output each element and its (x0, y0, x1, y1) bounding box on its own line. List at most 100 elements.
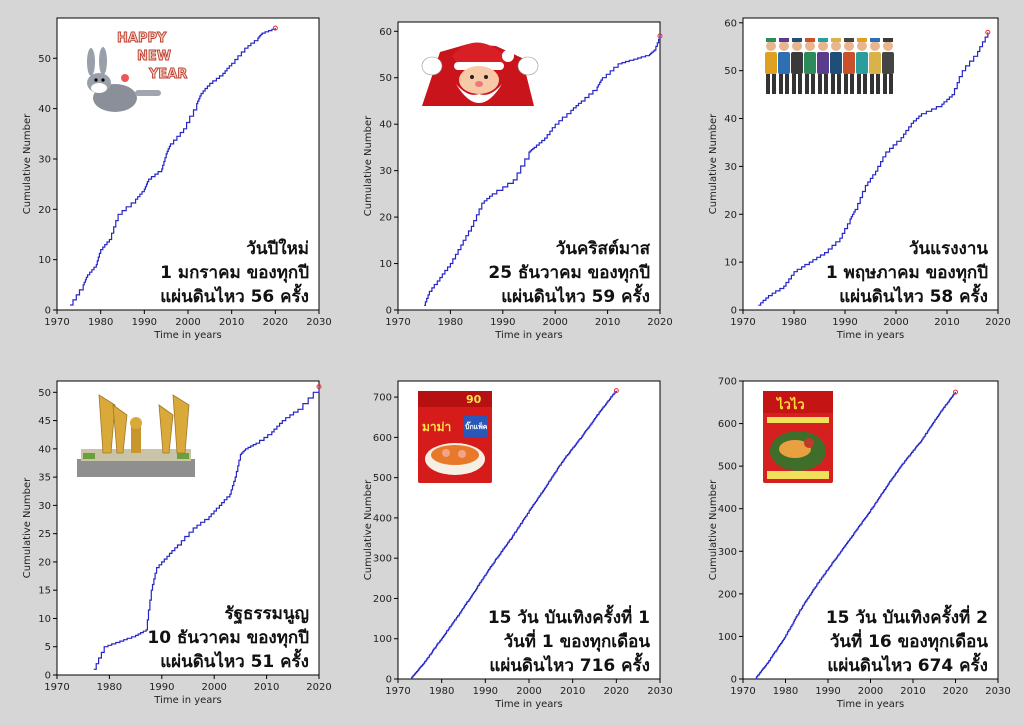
y-tick-label: 40 (38, 104, 51, 115)
worker-leg (870, 74, 874, 94)
y-tick-label: 0 (45, 306, 51, 317)
series-end-point (985, 29, 991, 35)
worker-leg (766, 74, 770, 94)
y-tick-label: 10 (724, 258, 737, 269)
worker-head (870, 41, 880, 51)
x-axis-label: Time in years (153, 330, 221, 341)
x-tick-label: 2020 (263, 317, 288, 328)
x-tick-label: 2010 (934, 317, 959, 328)
happy-new-year-text: YEAR (148, 67, 187, 82)
annotation-line: แผ่นดินไหว 59 ครั้ง (501, 283, 650, 307)
happy-new-year-bunny-picture: HAPPY NEW YEAR (87, 31, 188, 112)
y-tick-label: 20 (38, 557, 51, 568)
x-tick-label: 2000 (516, 686, 541, 697)
x-tick-label: 1980 (97, 682, 122, 693)
worker-body (856, 52, 868, 74)
noodle-pack-top (763, 391, 833, 413)
x-axis-label: Time in years (494, 699, 562, 710)
worker-leg (837, 74, 841, 94)
y-tick-label: 60 (379, 27, 392, 38)
santa-beard (456, 84, 502, 103)
x-tick-label: 1990 (490, 317, 515, 328)
y-tick-label: 10 (379, 259, 392, 270)
worker-body (765, 52, 777, 74)
worker-body (882, 52, 894, 74)
y-axis-label: Cumulative Number (22, 477, 33, 578)
x-tick-label: 1970 (730, 686, 755, 697)
series-line (93, 386, 320, 670)
x-tick-label: 2030 (985, 686, 1010, 697)
worker-leg (792, 74, 796, 94)
worker-leg (831, 74, 835, 94)
x-tick-label: 2020 (943, 686, 968, 697)
monument-wing (158, 404, 174, 454)
x-tick-label: 1990 (132, 317, 157, 328)
annotation-line: วันที่ 1 ของทุกเดือน (504, 629, 651, 652)
x-tick-label: 2030 (647, 686, 672, 697)
x-tick-label: 2020 (604, 686, 629, 697)
x-tick-label: 2030 (306, 317, 331, 328)
chart-svg: 0 100 200 300 400 500 600 700 1970 1980 1990 2000 20… (363, 380, 673, 710)
chart-panel-5: 0 100 200 300 400 500 600 700 1970 1980 1990 2000 20… (341, 363, 682, 725)
y-axis-label: Cumulative Number (363, 479, 374, 580)
y-tick-label: 500 (718, 462, 737, 473)
noodle-topping (804, 438, 814, 448)
monument-top (130, 417, 142, 429)
worker-leg (818, 74, 822, 94)
worker-hat (831, 38, 841, 42)
y-tick-label: 300 (718, 547, 737, 558)
worker-hat (883, 38, 893, 42)
worker-hat (792, 38, 802, 42)
annotation-line: 10 ธันวาคม ของทุกปี (147, 627, 309, 648)
x-tick-label: 2000 (542, 317, 567, 328)
series-line (424, 35, 661, 306)
monument-tree (83, 453, 95, 459)
chart-svg: 0 10 20 30 40 50 60 1970 1980 1990 2000 2010 2020 Tim… (363, 21, 673, 341)
noodle-stripe (767, 471, 829, 479)
santa-nose (475, 81, 483, 87)
annotation-line: รัฐธรรมนูญ (225, 604, 309, 625)
worker-leg (889, 74, 893, 94)
worker-leg (811, 74, 815, 94)
monument-tree (177, 453, 189, 459)
annotation-line: แผ่นดินไหว 56 ครั้ง (160, 283, 309, 307)
worker-hat (857, 38, 867, 42)
happy-new-year-text: NEW (137, 49, 171, 64)
noodle-badge-text: บิ๊กแพ็ค (464, 421, 487, 431)
workers-group-picture (765, 38, 894, 94)
chart-svg: 0 5 10 15 20 25 30 35 40 45 50 1970 1980 1990 2000 2010… (22, 380, 332, 706)
y-tick-label: 50 (379, 73, 392, 84)
y-axis-label: Cumulative Number (363, 115, 374, 216)
y-tick-label: 40 (379, 120, 392, 131)
y-tick-label: 300 (373, 554, 392, 565)
worker-body (791, 52, 803, 74)
annotation-line: 1 พฤษภาคม ของทุกปี (826, 262, 988, 283)
monument-road (77, 459, 195, 477)
noodle-shrimp (442, 449, 450, 457)
y-tick-label: 10 (38, 614, 51, 625)
bunny-carrot (121, 74, 129, 82)
worker-leg (824, 74, 828, 94)
santa-eye (470, 75, 474, 79)
y-tick-label: 0 (386, 675, 392, 686)
worker-hat (766, 38, 776, 42)
worker-head (805, 41, 815, 51)
x-axis-label: Time in years (153, 695, 221, 706)
annotation-line: 1 มกราคม ของทุกปี (160, 262, 309, 283)
y-tick-label: 40 (38, 444, 51, 455)
x-tick-label: 2020 (985, 317, 1010, 328)
x-tick-label: 2000 (883, 317, 908, 328)
x-tick-label: 2000 (858, 686, 883, 697)
worker-hat (779, 38, 789, 42)
bunny-ear (99, 47, 107, 75)
noodle-brand-text: มาม่า (422, 420, 451, 434)
y-tick-label: 45 (38, 416, 51, 427)
noodle-brand-text: ไวไว (775, 396, 805, 413)
worker-body (830, 52, 842, 74)
x-tick-label: 1980 (88, 317, 113, 328)
series-end-point (613, 388, 619, 394)
y-tick-label: 30 (38, 154, 51, 165)
bunny-eye (94, 78, 98, 82)
y-tick-label: 100 (718, 632, 737, 643)
y-tick-label: 5 (45, 642, 51, 653)
